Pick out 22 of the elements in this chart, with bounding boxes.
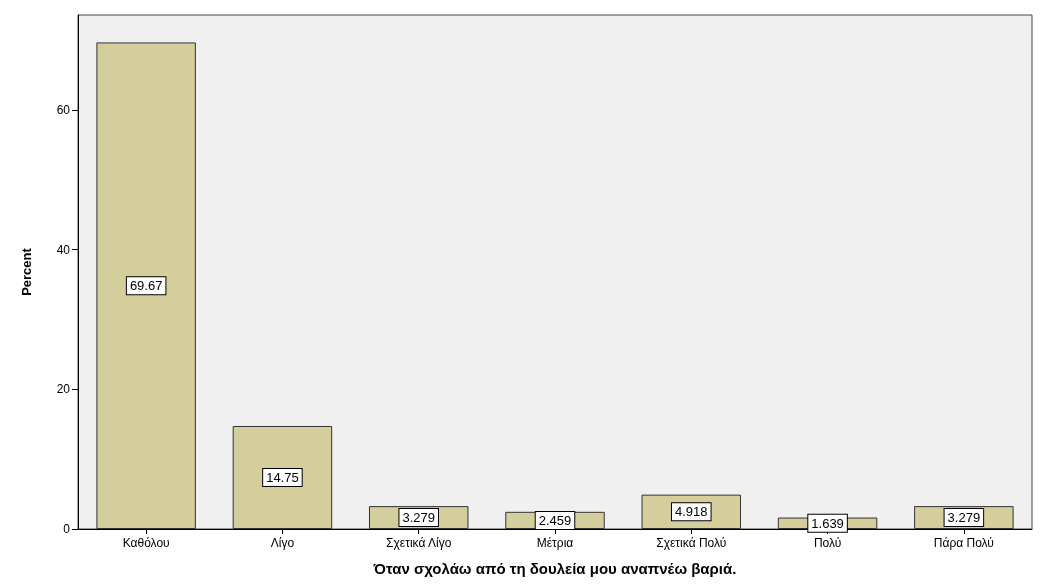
data-label: 3.279 — [947, 510, 981, 526]
data-label: 3.279 — [402, 510, 435, 526]
y-tick-label: 20 — [56, 382, 71, 397]
x-tick-label: Πάρα Πολύ — [933, 536, 994, 550]
data-label: 1.639 — [811, 515, 844, 531]
y-tick-label: 0 — [63, 522, 71, 536]
data-label: 4.918 — [675, 504, 708, 520]
bar — [96, 42, 196, 529]
x-tick-label: Λίγο — [270, 536, 295, 550]
x-tick-label: Σχετικά Λίγο — [386, 536, 452, 550]
data-label: 2.459 — [538, 512, 572, 528]
x-tick-label: Πολύ — [813, 536, 842, 550]
data-label: 14.75 — [266, 470, 299, 485]
x-tick-label: Καθόλου — [122, 536, 170, 550]
x-tick-label: Σχετικά Πολύ — [656, 536, 727, 550]
bar — [232, 425, 333, 529]
x-axis-title: Όταν σχολάω από τη δουλεία μου αναπνέω βαριά. — [372, 560, 737, 577]
y-tick-label: 40 — [56, 242, 71, 257]
x-tick-label: Μέτρια — [536, 536, 574, 550]
y-axis-title: Percent — [19, 247, 34, 296]
data-label: 69.67 — [129, 278, 163, 294]
y-tick-label: 60 — [56, 102, 71, 117]
